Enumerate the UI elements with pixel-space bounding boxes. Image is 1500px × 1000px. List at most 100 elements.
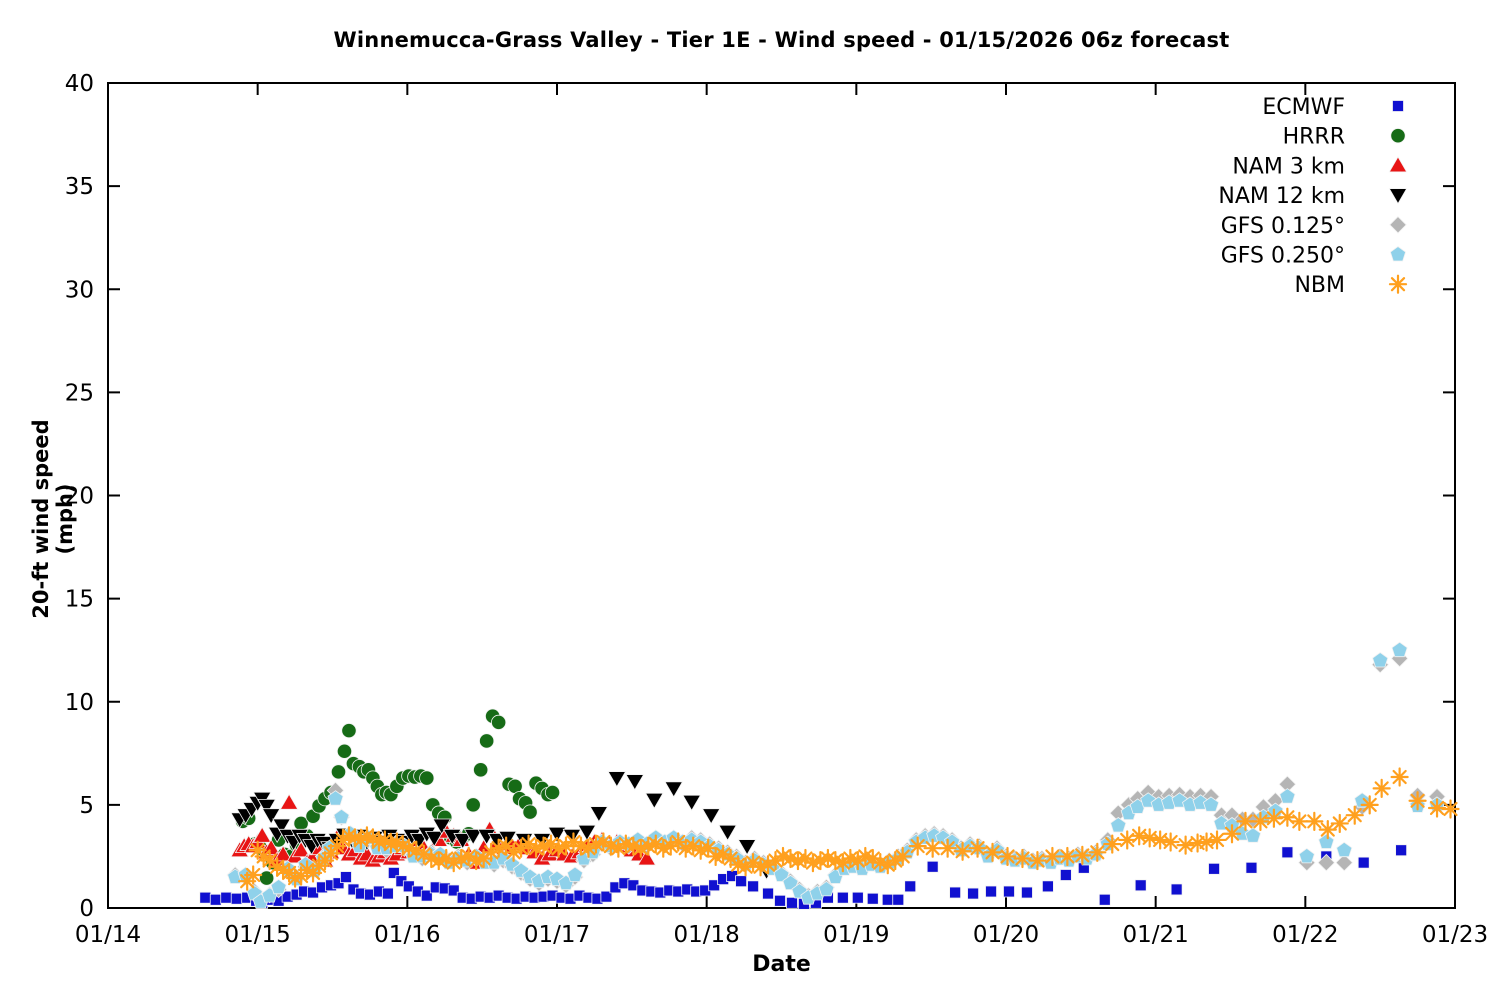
asterisk-spoke (347, 830, 363, 845)
gfs-0-250-point (1336, 841, 1353, 858)
asterisk-spoke (895, 849, 910, 864)
nam-12-km-point (737, 839, 757, 856)
y-tick-label: 0 (79, 896, 94, 922)
asterisk-spoke (1224, 826, 1240, 841)
nbm-point (848, 850, 867, 871)
nbm-point (833, 853, 852, 873)
asterisk-spoke (873, 855, 888, 870)
nbm-point (1176, 835, 1195, 855)
hrrr-point (522, 804, 538, 820)
ecmwf-point (340, 871, 352, 883)
asterisk-spoke (1332, 816, 1347, 831)
asterisk-spoke (1238, 814, 1253, 829)
nbm-point (541, 834, 561, 854)
asterisk-spoke (1320, 822, 1335, 837)
asterisk-spoke (276, 862, 291, 877)
nbm-point (381, 834, 400, 854)
asterisk-spoke (256, 849, 271, 864)
legend-label-hrrr: HRRR (1283, 125, 1345, 150)
asterisk-spoke (1390, 277, 1406, 292)
nbm-point (1264, 808, 1284, 828)
ecmwf-point (1098, 893, 1111, 906)
y-tick-label: 40 (65, 71, 94, 97)
asterisk-spoke (246, 867, 261, 883)
ecmwf-point (892, 893, 905, 906)
nam-3-km-point (279, 793, 299, 810)
asterisk-spoke (603, 839, 618, 854)
nam-12-km-point (463, 828, 483, 846)
asterisk-spoke (745, 855, 761, 870)
legend-label-ecmwf: ECMWF (1262, 95, 1345, 120)
gfs-0-125-point (1335, 853, 1354, 872)
asterisk-spoke (1392, 769, 1407, 785)
asterisk-spoke (970, 841, 985, 856)
ecmwf-point (230, 892, 243, 905)
ecmwf-point (1245, 861, 1258, 874)
ecmwf-point (762, 887, 774, 900)
asterisk-spoke (843, 851, 858, 866)
gfs-0-250-point (818, 880, 835, 897)
legend-label-gfs-0-125: GFS 0.125° (1221, 214, 1345, 239)
asterisk-spoke (985, 845, 1000, 860)
legend-marker-hrrr (1390, 128, 1406, 144)
nbm-point (1073, 845, 1092, 866)
x-tick-label: 01/18 (674, 922, 740, 948)
hrrr-point (336, 743, 353, 759)
ecmwf-point (209, 893, 222, 906)
y-tick-label: 30 (65, 277, 94, 303)
nbm-point (1330, 813, 1349, 834)
ecmwf-point (985, 885, 997, 898)
ecmwf-point (332, 877, 345, 890)
asterisk-spoke (1090, 845, 1105, 860)
x-tick-label: 01/20 (973, 922, 1039, 948)
asterisk-spoke (798, 851, 813, 866)
asterisk-spoke (1163, 834, 1178, 850)
asterisk-spoke (1045, 849, 1060, 864)
legend-marker-ecmwf (1392, 100, 1404, 112)
asterisk-spoke (783, 851, 798, 866)
ecmwf-point (926, 860, 939, 873)
asterisk-spoke (686, 839, 701, 854)
legend-marker-gfs-0-250 (1389, 246, 1407, 262)
x-tick-label: 01/23 (1422, 922, 1488, 948)
ecmwf-point (1021, 886, 1033, 899)
legend-label-nbm: NBM (1294, 273, 1345, 298)
asterisk-spoke (716, 847, 731, 862)
asterisk-spoke (377, 832, 392, 848)
asterisk-spoke (341, 828, 357, 843)
nam-12-km-point (682, 794, 702, 812)
nbm-point (1236, 811, 1255, 831)
x-tick-label: 01/17 (524, 922, 590, 948)
nam-12-km-point (589, 806, 609, 823)
gfs-0-250-point (782, 874, 799, 891)
nbm-point (908, 836, 927, 856)
x-axis-label: Date (752, 952, 811, 977)
nbm-point (1305, 811, 1324, 831)
nam-3-km-point (261, 838, 281, 856)
ecmwf-point (220, 891, 233, 904)
nam-12-km-point (718, 824, 738, 841)
asterisk-spoke (1307, 814, 1322, 829)
hrrr-point (341, 723, 357, 739)
gfs-0-250-point (566, 866, 584, 882)
ecmwf-point (836, 891, 849, 904)
x-tick-label: 01/15 (225, 922, 291, 948)
ecmwf-point (851, 891, 864, 904)
asterisk-spoke (940, 841, 955, 856)
ecmwf-point (708, 879, 721, 892)
asterisk-spoke (910, 839, 925, 854)
nbm-point (1390, 767, 1409, 787)
gfs-0-250-point (1279, 788, 1296, 804)
nam-12-km-point (607, 771, 627, 788)
asterisk-spoke (566, 834, 581, 850)
asterisk-spoke (1209, 832, 1225, 848)
asterisk-spoke (1199, 834, 1214, 850)
nbm-point (811, 850, 830, 871)
nbm-point (579, 838, 598, 858)
asterisk-spoke (1280, 810, 1295, 825)
asterisk-spoke (389, 834, 404, 850)
nbm-point (1290, 811, 1309, 831)
nam-12-km-point (272, 818, 292, 835)
ecmwf-point (735, 875, 747, 888)
nbm-point (571, 836, 591, 856)
